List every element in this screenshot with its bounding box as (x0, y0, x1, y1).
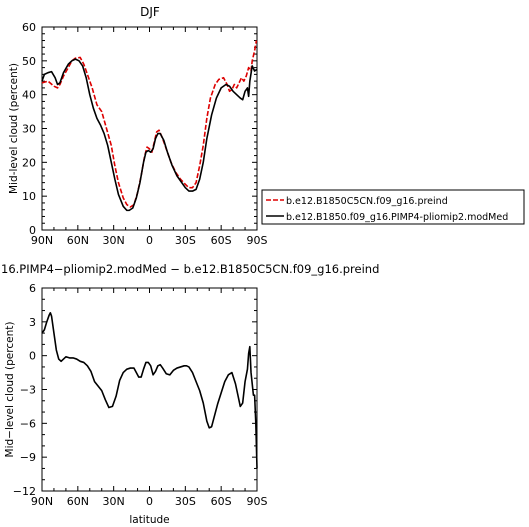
y-tick-label: 20 (22, 156, 36, 169)
y-tick-label: −6 (20, 417, 36, 430)
x-tick-label: 90S (247, 234, 268, 247)
legend-label-1: b.e12.B1850C5CN.f09_g16.preind (286, 196, 448, 207)
y-tick-label: −12 (13, 485, 36, 498)
y-tick-label: −3 (20, 384, 36, 397)
y-tick-label: 60 (22, 21, 36, 34)
y-tick-label: 0 (29, 224, 36, 237)
x-tick-label: 30S (175, 234, 196, 247)
y-tick-label: 50 (22, 55, 36, 68)
x-tick-label: 60N (67, 234, 89, 247)
x-tick-label: 30N (103, 234, 125, 247)
x-tick-label: 30S (175, 495, 196, 508)
x-tick-label: 30N (103, 495, 125, 508)
chart-title: 16.PIMP4−pliomip2.modMed − b.e12.B1850C5… (1, 262, 379, 276)
plot-frame (41, 287, 258, 492)
y-axis-label: Mid−level cloud (percent) (4, 322, 16, 458)
y-tick-label: 0 (29, 350, 36, 363)
plot-frame (41, 26, 258, 231)
y-tick-label: 3 (29, 316, 36, 329)
x-tick-label: 0 (146, 234, 153, 247)
chart-title: DJF (140, 5, 160, 19)
legend: b.e12.B1850C5CN.f09_g16.preind b.e12.B185… (261, 189, 525, 225)
legend-box (261, 189, 525, 225)
y-tick-label: 10 (22, 190, 36, 203)
y-axis-label: Mid-level cloud (percent) (8, 63, 20, 194)
x-tick-label: 90S (247, 495, 268, 508)
series-line-2 (41, 58, 258, 212)
series-line-1 (41, 312, 258, 469)
x-tick-label: 90N (31, 234, 53, 247)
y-tick-label: 6 (29, 282, 36, 295)
x-tick-label: 90N (31, 495, 53, 508)
x-axis-label: latitude (129, 514, 169, 526)
legend-label-2: b.e12.B1850.f09_g16.PIMP4-pliomip2.modMe… (286, 212, 508, 223)
y-tick-label: 40 (22, 89, 36, 102)
x-tick-label: 60S (211, 495, 232, 508)
chart-panel-2: 16.PIMP4−pliomip2.modMed − b.e12.B1850C5… (1, 262, 379, 526)
x-tick-label: 60S (211, 234, 232, 247)
series-line-1 (41, 40, 258, 208)
x-tick-label: 0 (146, 495, 153, 508)
x-tick-label: 60N (67, 495, 89, 508)
y-tick-label: 30 (22, 123, 36, 136)
y-tick-label: −9 (20, 451, 36, 464)
chart-panel-1: DJF 90N 60N 30N 0 30S 60S 90S 0 10 20 30 40 50 60 Mid-l… (8, 5, 525, 247)
